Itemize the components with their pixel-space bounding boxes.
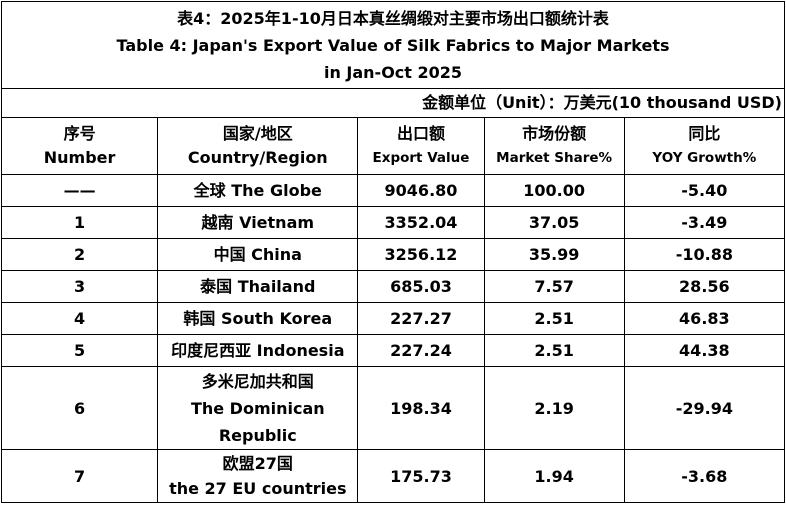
table-row: 7 欧盟27国 the 27 EU countries 175.73 1.94 … xyxy=(0,449,786,503)
header-yoy-en: YOY Growth% xyxy=(652,150,757,166)
row-number: 6 xyxy=(0,366,159,450)
row-yoy: 44.38 xyxy=(623,334,786,367)
header-yoy-cn: 同比 xyxy=(688,124,721,143)
row-country-line1: 欧盟27国 xyxy=(222,454,293,473)
header-share-cn: 市场份额 xyxy=(522,124,587,143)
row-country: 印度尼西亚 Indonesia xyxy=(157,334,359,367)
row-country: 泰国 Thailand xyxy=(157,270,359,303)
row-share: 7.57 xyxy=(483,270,625,303)
title-cn: 表4：2025年1-10月日本真丝绸缎对主要市场出口额统计表 xyxy=(177,8,609,28)
header-value-cn: 出口额 xyxy=(396,124,445,143)
row-number: 2 xyxy=(0,238,159,271)
row-yoy: 46.83 xyxy=(623,302,786,335)
row-country: 中国 China xyxy=(157,238,359,271)
row-yoy: -10.88 xyxy=(623,238,786,271)
row-number: 4 xyxy=(0,302,159,335)
row-country: 欧盟27国 the 27 EU countries xyxy=(157,449,359,503)
table-row: 1 越南 Vietnam 3352.04 37.05 -3.49 xyxy=(0,206,786,239)
row-share: 2.19 xyxy=(483,366,625,450)
header-number-cn: 序号 xyxy=(63,124,96,143)
row-value: 198.34 xyxy=(357,366,485,450)
export-table: 表4：2025年1-10月日本真丝绸缎对主要市场出口额统计表 Table 4: … xyxy=(0,1,786,503)
table-row: 4 韩国 South Korea 227.27 2.51 46.83 xyxy=(0,302,786,335)
row-country-line1: 多米尼加共和国 xyxy=(201,371,314,391)
row-number: 7 xyxy=(0,449,159,503)
header-yoy: 同比 YOY Growth% xyxy=(623,117,786,175)
header-value-en: Export Value xyxy=(372,150,470,166)
title-en-line1: Table 4: Japan's Export Value of Silk Fa… xyxy=(116,35,670,55)
header-number: 序号 Number xyxy=(0,117,159,175)
row-country-line3: Republic xyxy=(218,425,297,445)
row-country: 韩国 South Korea xyxy=(157,302,359,335)
row-number: —— xyxy=(0,174,159,207)
row-yoy: -3.49 xyxy=(623,206,786,239)
row-value: 9046.80 xyxy=(357,174,485,207)
row-value: 3352.04 xyxy=(357,206,485,239)
header-country-en: Country/Region xyxy=(187,148,328,167)
title-en-line2: in Jan-Oct 2025 xyxy=(323,62,463,82)
row-number: 3 xyxy=(0,270,159,303)
table-row: 5 印度尼西亚 Indonesia 227.24 2.51 44.38 xyxy=(0,334,786,367)
row-value: 227.27 xyxy=(357,302,485,335)
table-row: 3 泰国 Thailand 685.03 7.57 28.56 xyxy=(0,270,786,303)
header-country: 国家/地区 Country/Region xyxy=(157,117,359,175)
row-value: 685.03 xyxy=(357,270,485,303)
unit-label: 金额单位（Unit）：万美元(10 thousand USD) xyxy=(1,88,785,118)
table-row: —— 全球 The Globe 9046.80 100.00 -5.40 xyxy=(0,174,786,207)
row-country: 多米尼加共和国 The Dominican Republic xyxy=(157,366,359,450)
row-country: 越南 Vietnam xyxy=(157,206,359,239)
row-share: 37.05 xyxy=(483,206,625,239)
row-country: 全球 The Globe xyxy=(157,174,359,207)
row-yoy: -3.68 xyxy=(623,449,786,503)
row-share: 2.51 xyxy=(483,302,625,335)
row-yoy: -29.94 xyxy=(623,366,786,450)
row-country-line2: the 27 EU countries xyxy=(169,479,347,498)
row-share: 1.94 xyxy=(483,449,625,503)
header-number-en: Number xyxy=(43,148,116,167)
row-yoy: 28.56 xyxy=(623,270,786,303)
row-value: 175.73 xyxy=(357,449,485,503)
table-row: 6 多米尼加共和国 The Dominican Republic 198.34 … xyxy=(0,366,786,450)
row-share: 100.00 xyxy=(483,174,625,207)
row-share: 35.99 xyxy=(483,238,625,271)
header-share: 市场份额 Market Share% xyxy=(483,117,625,175)
row-number: 1 xyxy=(0,206,159,239)
row-value: 3256.12 xyxy=(357,238,485,271)
row-number: 5 xyxy=(0,334,159,367)
table-title: 表4：2025年1-10月日本真丝绸缎对主要市场出口额统计表 Table 4: … xyxy=(1,1,785,89)
header-country-cn: 国家/地区 xyxy=(222,124,293,143)
header-value: 出口额 Export Value xyxy=(357,117,485,175)
row-share: 2.51 xyxy=(483,334,625,367)
row-value: 227.24 xyxy=(357,334,485,367)
row-yoy: -5.40 xyxy=(623,174,786,207)
row-country-line2: The Dominican xyxy=(190,398,325,418)
header-share-en: Market Share% xyxy=(496,150,613,166)
table-row: 2 中国 China 3256.12 35.99 -10.88 xyxy=(0,238,786,271)
